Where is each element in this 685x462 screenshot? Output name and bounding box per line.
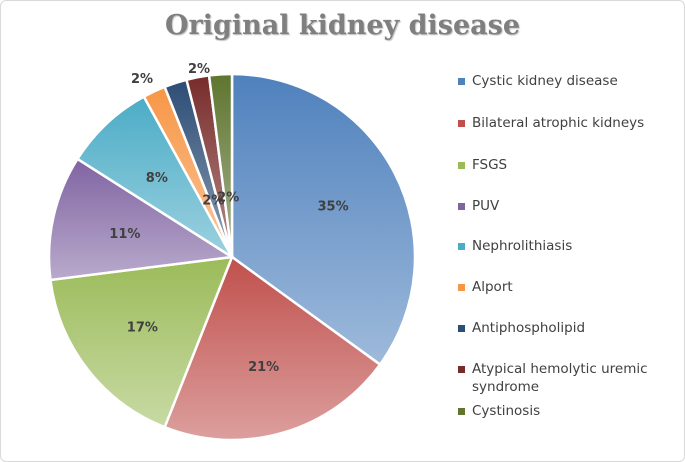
slice-data-label: 21% [248,360,279,375]
slice-data-label: 2% [217,191,239,206]
slice-data-label: 35% [318,199,349,214]
legend-label: FSGS [472,157,508,173]
legend-item: Cystic kidney disease [458,72,672,90]
legend-swatch [458,162,465,169]
legend-item: FSGS [458,156,672,174]
legend-item: Alport [458,278,672,296]
legend-item: Antiphospholipid [458,319,672,337]
legend-label: Nephrolithiasis [472,238,573,254]
pie-slice-nephrolithiasis [75,94,234,259]
legend-swatch [458,284,465,291]
legend-item: Cystinosis [458,402,672,420]
pie-slice-fsgs [49,255,234,429]
legend-item: Nephrolithiasis [458,237,672,255]
legend-label: Atypical hemolytic uremic syndrome [472,361,648,395]
slice-data-label: 2% [202,194,224,209]
chart-title: Original kidney disease [164,10,521,41]
slice-data-label: 2% [188,62,210,77]
legend-swatch [458,366,465,373]
pie-slice-puv [47,157,236,282]
slice-data-label: 17% [127,321,158,336]
legend-label: PUV [472,198,500,214]
legend-item: Bilateral atrophic kidneys [458,114,672,132]
legend-label: Bilateral atrophic kidneys [472,115,645,131]
legend-swatch [458,120,465,127]
legend-swatch [458,325,465,332]
pie-slice-cystic-kidney-disease [230,72,417,367]
legend-item: Atypical hemolytic uremic syndrome [458,360,672,396]
legend-swatch [458,203,465,210]
legend-label: Cystinosis [472,403,541,419]
slice-data-label: 11% [109,227,140,242]
legend-item: PUV [458,197,672,215]
slice-data-label: 2% [131,72,153,87]
legend-swatch [458,243,465,250]
pie-slice-bilateral-atrophic-kidneys [163,255,382,442]
legend-label: Cystic kidney disease [472,73,618,89]
slice-data-label: 8% [146,171,168,186]
legend-swatch [458,408,465,415]
legend-swatch [458,78,465,85]
legend-label: Alport [472,279,513,295]
legend-label: Antiphospholipid [472,320,586,336]
pie-slice-cystinosis [207,72,234,258]
